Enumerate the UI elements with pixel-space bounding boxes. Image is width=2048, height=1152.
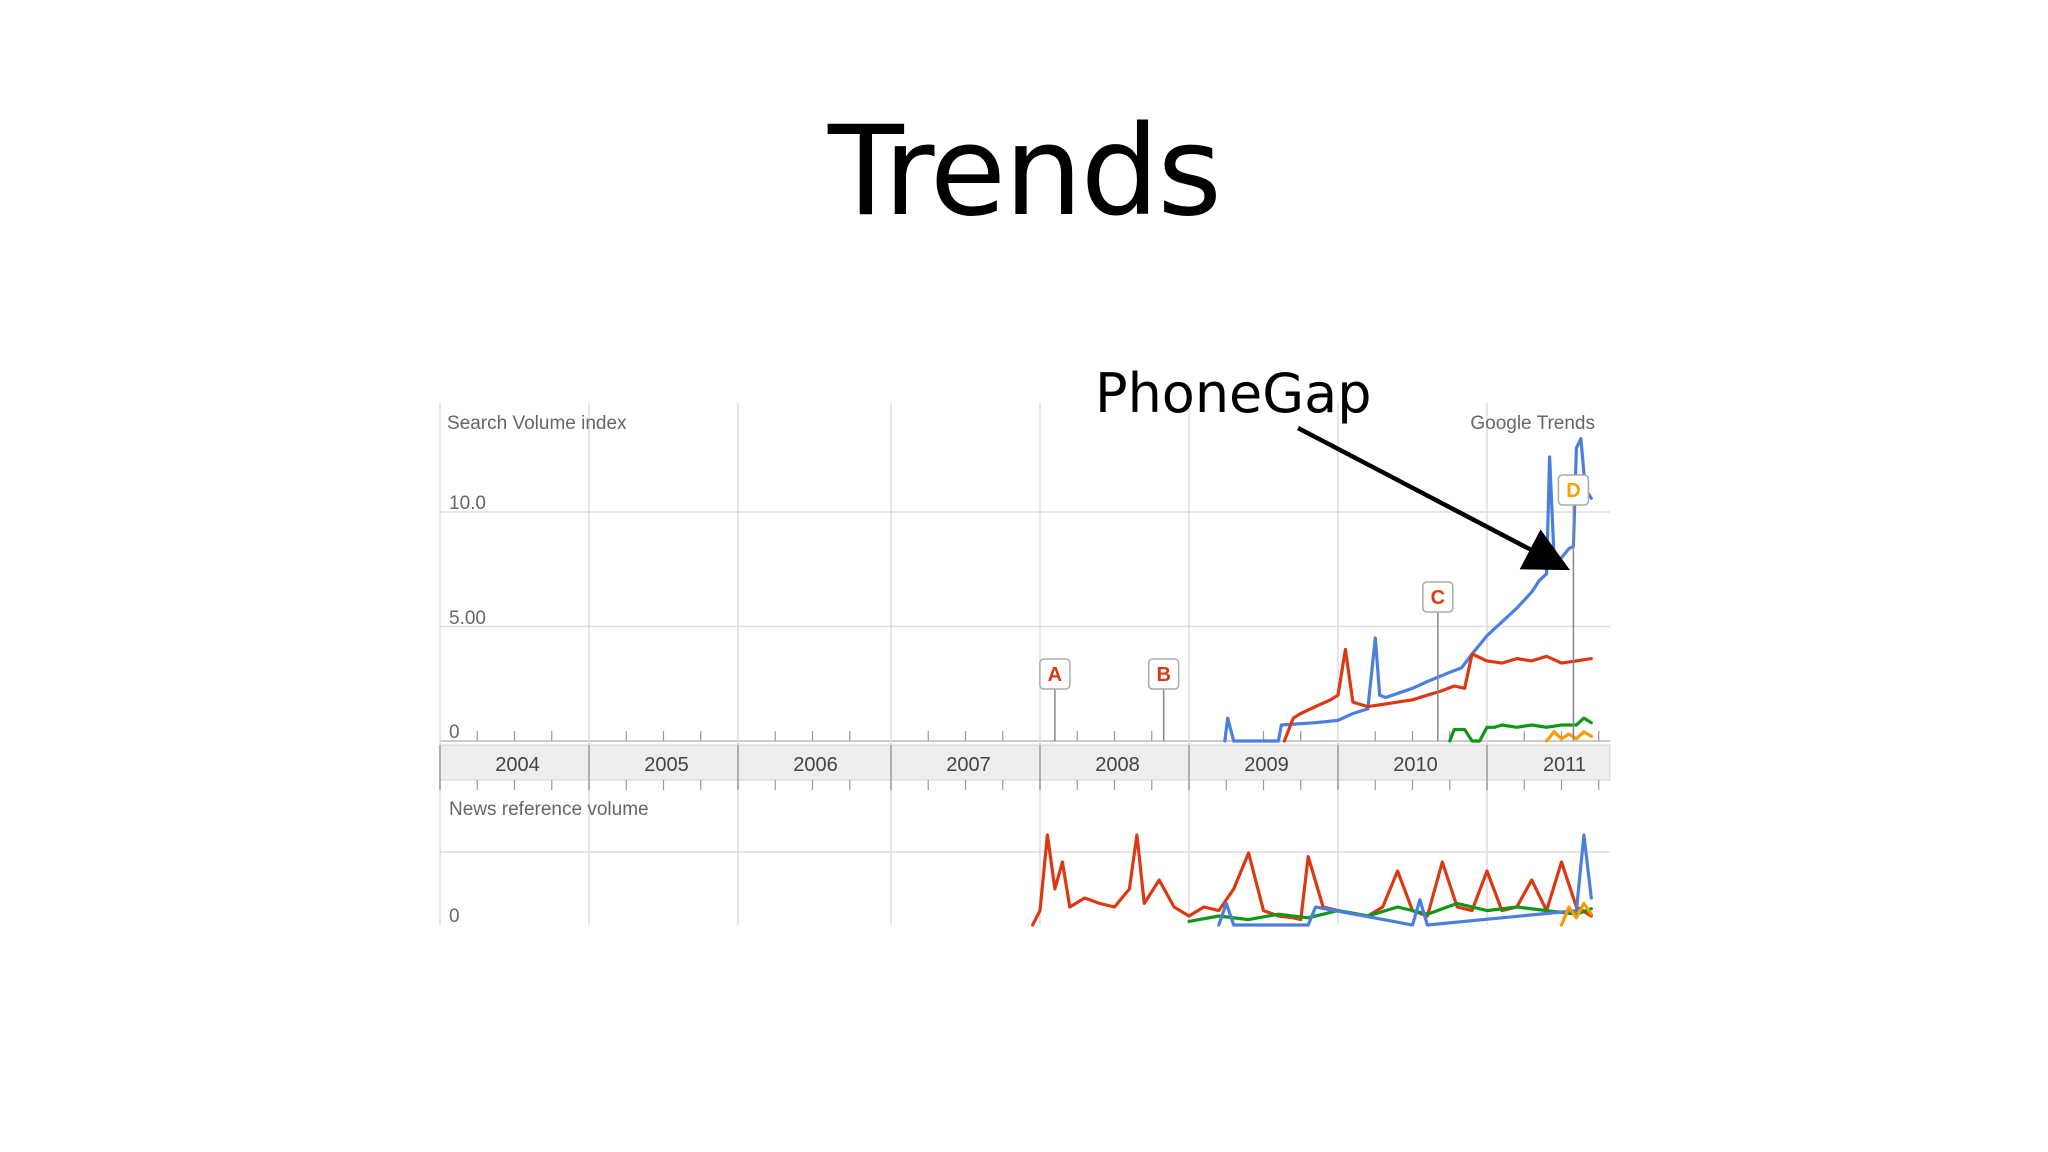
- phonegap-annotation: PhoneGap: [1095, 362, 1372, 425]
- search-series-3: [1544, 730, 1593, 743]
- series-layer: [1030, 437, 1593, 927]
- event-marker-label-D: D: [1566, 480, 1580, 502]
- news-series-1: [1187, 901, 1593, 924]
- news-series-3: [1559, 901, 1593, 927]
- x-tick-label-2007: 2007: [946, 754, 991, 776]
- x-tick-label-2004: 2004: [495, 754, 540, 776]
- event-marker-layer: A B C D: [1039, 474, 1590, 741]
- x-tick-label-2010: 2010: [1393, 754, 1438, 776]
- x-tick-label-2008: 2008: [1095, 754, 1140, 776]
- slide-title: Trends: [828, 100, 1222, 244]
- x-tick-label-2005: 2005: [644, 754, 689, 776]
- news-reference-label: News reference volume: [449, 799, 649, 820]
- x-tick-label-2006: 2006: [793, 754, 838, 776]
- x-tick-label-2011: 2011: [1543, 754, 1586, 776]
- search-volume-label: Search Volume index: [447, 413, 627, 434]
- grid-layer: [439, 403, 1610, 925]
- news-y-tick-label-0: 0: [449, 906, 460, 927]
- event-marker-box-C: [1422, 581, 1454, 613]
- annotation-arrow: [1296, 426, 1570, 571]
- event-marker-box-D: [1557, 474, 1590, 506]
- news-series-2: [1217, 833, 1593, 927]
- event-marker-label-C: C: [1431, 587, 1445, 609]
- search-series-1: [1282, 647, 1593, 743]
- event-marker-box-A: [1039, 658, 1071, 690]
- y-tick-label-0: 0: [449, 722, 460, 743]
- event-marker-box-B: [1147, 658, 1180, 690]
- y-tick-label-10: 10.0: [449, 493, 486, 514]
- news-series-0: [1030, 833, 1593, 927]
- x-tick-label-2009: 2009: [1244, 754, 1289, 776]
- search-series-2: [1448, 716, 1593, 743]
- y-tick-label-5: 5.00: [449, 608, 486, 629]
- year-band: 2004 2005 2006 2007 2008 2009 2010 2011: [439, 731, 1611, 790]
- event-marker-label-B: B: [1156, 664, 1170, 686]
- google-trends-label: Google Trends: [1470, 413, 1595, 434]
- event-marker-label-A: A: [1048, 664, 1062, 686]
